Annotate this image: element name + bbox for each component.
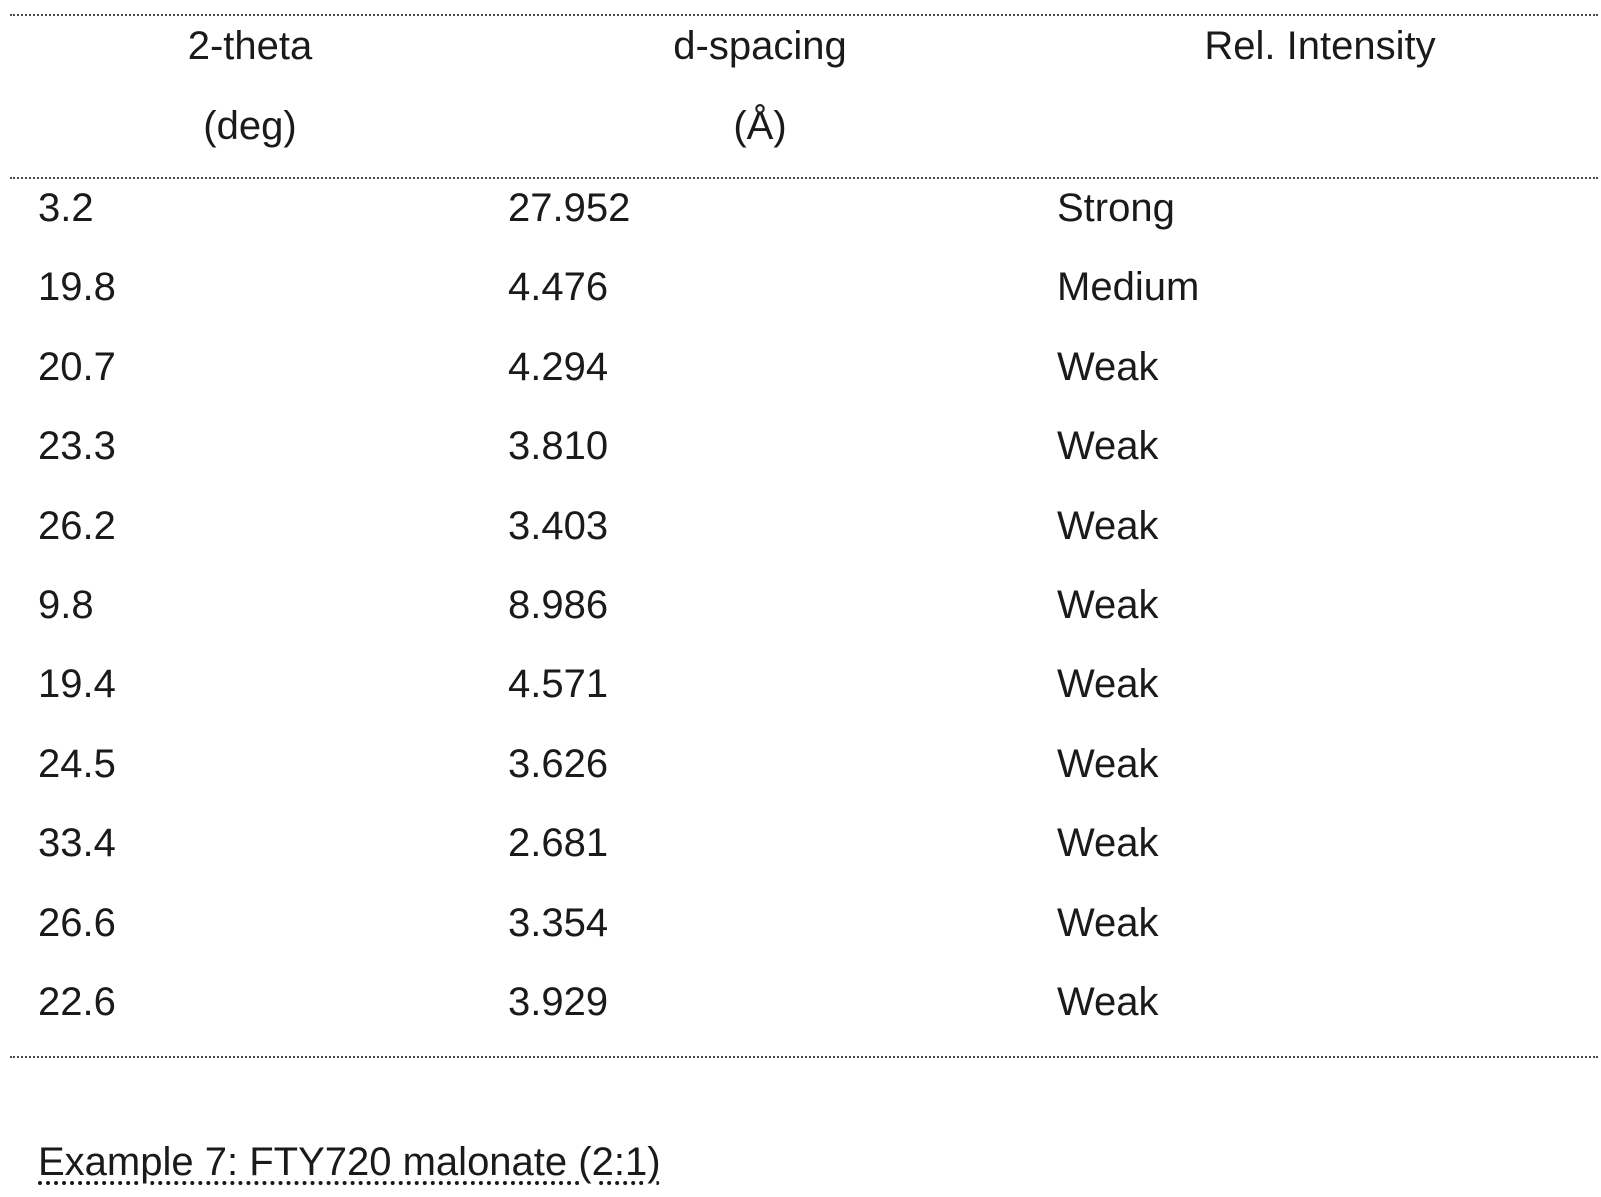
cell-rel-intensity: Medium: [1057, 265, 1200, 310]
cell-2theta: 3.2: [38, 186, 94, 230]
cell-2theta: 19.4: [38, 662, 116, 707]
cell-2theta: 33.4: [38, 821, 116, 866]
table-top-rule: [10, 14, 1598, 16]
table-header-rule: [10, 177, 1598, 179]
cell-rel-intensity: Weak: [1057, 424, 1159, 469]
table-body: 3.2 27.952 Strong 19.8 4.476 Medium 20.7…: [0, 169, 1601, 1042]
example-heading: Example 7: FTY720 malonate (2:1): [38, 1140, 661, 1184]
table-row: 9.8 8.986 Weak: [0, 566, 1601, 645]
cell-2theta: 19.8: [38, 265, 116, 310]
table-row: 19.8 4.476 Medium: [0, 248, 1601, 327]
cell-d-spacing: 27.952: [508, 186, 631, 230]
table-row: 3.2 27.952 Strong: [0, 169, 1601, 248]
cell-d-spacing: 3.626: [508, 741, 609, 786]
column-header-2theta: 2-theta (deg): [150, 6, 350, 166]
cell-2theta: 26.2: [38, 503, 116, 548]
cell-rel-intensity: Weak: [1057, 582, 1159, 627]
cell-2theta: 26.6: [38, 900, 116, 945]
cell-rel-intensity: Weak: [1057, 741, 1159, 786]
cell-d-spacing: 4.476: [508, 265, 609, 310]
cell-rel-intensity: Weak: [1057, 503, 1159, 548]
cell-d-spacing: 3.810: [508, 424, 609, 469]
table-row: 33.4 2.681 Weak: [0, 804, 1601, 883]
cell-2theta: 22.6: [38, 979, 116, 1024]
cell-rel-intensity: Weak: [1057, 979, 1159, 1024]
table-row: 26.6 3.354 Weak: [0, 884, 1601, 963]
cell-d-spacing: 4.294: [508, 344, 609, 389]
column-header-d-spacing: d-spacing (Å): [620, 6, 900, 166]
column-header-d-spacing-title: d-spacing: [673, 24, 847, 68]
cell-rel-intensity: Weak: [1057, 900, 1159, 945]
cell-d-spacing: 3.354: [508, 900, 609, 945]
cell-d-spacing: 3.403: [508, 503, 609, 548]
cell-rel-intensity: Weak: [1057, 344, 1159, 389]
table-row: 20.7 4.294 Weak: [0, 328, 1601, 407]
table-row: 22.6 3.929 Weak: [0, 963, 1601, 1042]
cell-d-spacing: 3.929: [508, 979, 609, 1024]
cell-d-spacing: 2.681: [508, 821, 609, 866]
cell-rel-intensity: Strong: [1057, 186, 1175, 230]
table-row: 23.3 3.810 Weak: [0, 407, 1601, 486]
cell-2theta: 9.8: [38, 582, 94, 627]
cell-2theta: 23.3: [38, 424, 116, 469]
column-header-2theta-unit: (deg): [203, 104, 297, 148]
cell-d-spacing: 4.571: [508, 662, 609, 707]
column-header-d-spacing-unit: (Å): [733, 104, 787, 148]
column-header-rel-intensity-title: Rel. Intensity: [1204, 24, 1436, 68]
cell-rel-intensity: Weak: [1057, 662, 1159, 707]
table-row: 24.5 3.626 Weak: [0, 725, 1601, 804]
table-row: 26.2 3.403 Weak: [0, 487, 1601, 566]
column-header-2theta-title: 2-theta: [187, 24, 313, 68]
table-bottom-rule: [10, 1056, 1598, 1058]
column-header-rel-intensity: Rel. Intensity: [1150, 6, 1490, 86]
cell-d-spacing: 8.986: [508, 582, 609, 627]
cell-2theta: 20.7: [38, 344, 116, 389]
cell-rel-intensity: Weak: [1057, 821, 1159, 866]
table-row: 19.4 4.571 Weak: [0, 645, 1601, 724]
cell-2theta: 24.5: [38, 741, 116, 786]
